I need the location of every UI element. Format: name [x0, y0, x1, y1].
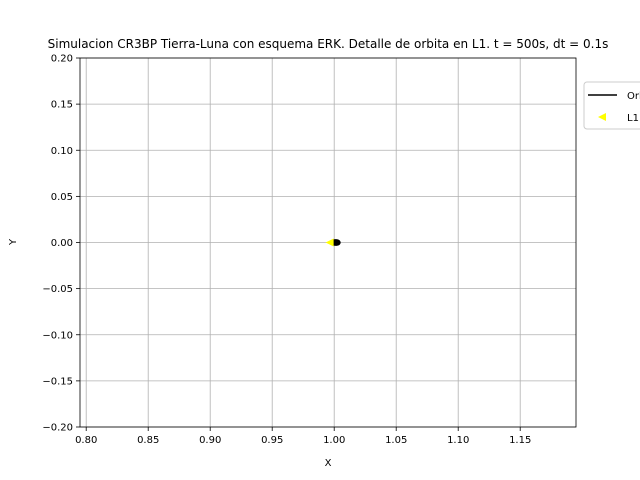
- y-tick-label: 0.15: [51, 100, 73, 111]
- chart-title: Simulacion CR3BP Tierra-Luna con esquema…: [48, 37, 609, 51]
- plot-series: [325, 238, 341, 247]
- legend-l1-swatch: [598, 113, 606, 121]
- y-tick-label: 0.00: [51, 238, 73, 249]
- legend: Orbita L1: [583, 81, 640, 130]
- x-tick-label: 1.15: [509, 435, 531, 446]
- y-axis-label: Y: [8, 238, 19, 246]
- y-tick-label: −0.15: [42, 376, 73, 387]
- x-tick-label: 0.80: [75, 435, 97, 446]
- x-tick-label: 0.90: [199, 435, 221, 446]
- x-tick-label: 0.85: [137, 435, 159, 446]
- x-axis-label: X: [325, 458, 332, 469]
- y-tick-label: 0.05: [51, 192, 73, 203]
- legend-l1-label: L1: [627, 113, 639, 124]
- legend-box: [583, 81, 640, 130]
- orbit-line: [330, 239, 341, 246]
- ticks: 0.80 0.85 0.90 0.95 1.00 1.05 1.10 1.15 0.20 0.15…: [42, 54, 531, 447]
- y-tick-label: −0.05: [42, 284, 73, 295]
- y-tick-label: −0.10: [42, 330, 73, 341]
- legend-orbita-label: Orbita: [627, 91, 640, 102]
- x-tick-label: 0.95: [261, 435, 283, 446]
- x-tick-label: 1.05: [385, 435, 407, 446]
- x-tick-label: 1.00: [323, 435, 345, 446]
- y-tick-label: −0.20: [42, 423, 73, 434]
- y-tick-label: 0.10: [51, 146, 73, 157]
- x-tick-label: 1.10: [447, 435, 469, 446]
- l1-point: [325, 238, 334, 247]
- y-tick-label: 0.20: [51, 54, 73, 65]
